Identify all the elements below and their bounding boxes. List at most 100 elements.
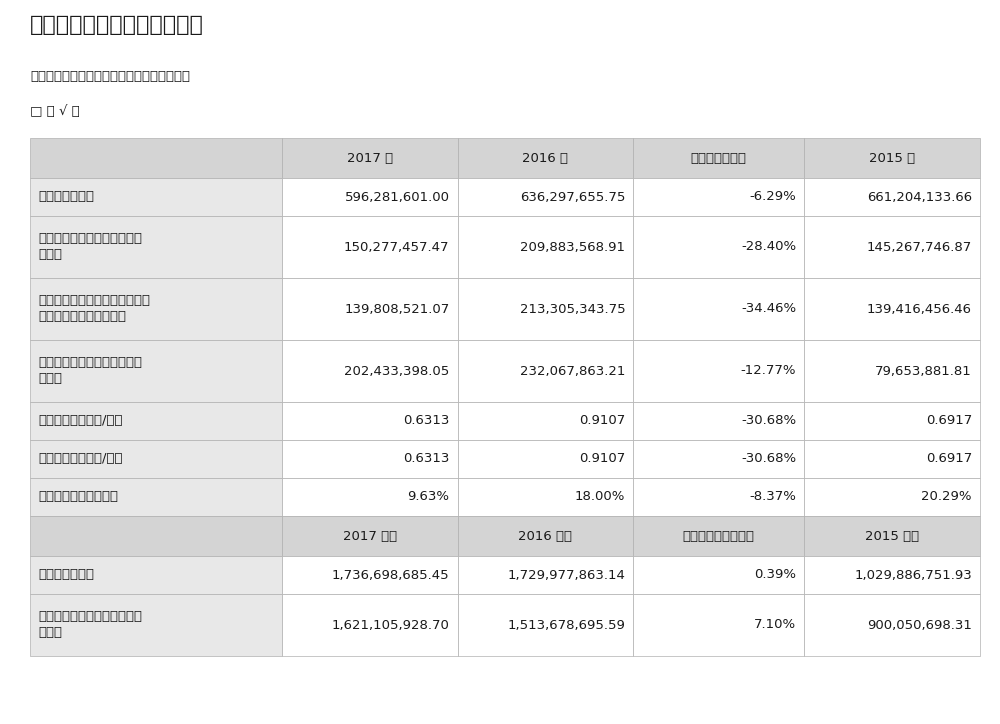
Bar [282,478,458,516]
Text: 9.63%: 9.63% [408,490,450,503]
Text: 1,729,977,863.14: 1,729,977,863.14 [507,568,625,581]
Bar [282,138,458,178]
Text: 661,204,133.66: 661,204,133.66 [867,190,972,203]
Text: 1,621,105,928.70: 1,621,105,928.70 [332,618,450,631]
Bar [458,138,633,178]
Text: 0.9107: 0.9107 [579,415,625,427]
Text: 基本每股收益（元/股）: 基本每股收益（元/股） [38,415,122,427]
Bar [30,556,282,594]
Bar [282,594,458,656]
Bar [633,278,804,340]
Bar [282,402,458,440]
Text: 稀释每股收益（元/股）: 稀释每股收益（元/股） [38,452,122,466]
Text: -30.68%: -30.68% [741,452,796,466]
Bar [458,516,633,556]
Text: 公司是否需追溯调整或重述以前年度会计数据: 公司是否需追溯调整或重述以前年度会计数据 [30,70,190,83]
Bar [804,594,980,656]
Bar [804,440,980,478]
Text: 资产总额（元）: 资产总额（元） [38,568,94,581]
Bar [633,216,804,278]
Bar [458,556,633,594]
Text: 596,281,601.00: 596,281,601.00 [344,190,450,203]
Bar [458,402,633,440]
Bar [458,216,633,278]
Text: 2016 年末: 2016 年末 [518,529,572,542]
Bar [633,478,804,516]
Bar [804,178,980,216]
Text: 0.39%: 0.39% [754,568,796,581]
Text: 20.29%: 20.29% [922,490,972,503]
Bar [30,440,282,478]
Bar [804,556,980,594]
Text: 本年比上年增减: 本年比上年增减 [691,151,747,164]
Text: 经营活动产生的现金流量净额
（元）: 经营活动产生的现金流量净额 （元） [38,356,142,385]
Text: -30.68%: -30.68% [741,415,796,427]
Text: 归属于上市公司股东的净资产
（元）: 归属于上市公司股东的净资产 （元） [38,610,142,639]
Bar [282,440,458,478]
Bar [458,178,633,216]
Text: 18.00%: 18.00% [575,490,625,503]
Text: -6.29%: -6.29% [750,190,796,203]
Text: 0.6313: 0.6313 [403,415,450,427]
Bar [804,216,980,278]
Bar [458,340,633,402]
Text: 636,297,655.75: 636,297,655.75 [520,190,625,203]
Bar [458,440,633,478]
Bar [30,478,282,516]
Bar [282,278,458,340]
Text: 2017 年末: 2017 年末 [343,529,397,542]
Bar [282,340,458,402]
Bar [633,138,804,178]
Text: 0.6917: 0.6917 [926,452,972,466]
Bar [282,216,458,278]
Text: 139,416,456.46: 139,416,456.46 [867,303,972,316]
Text: -12.77%: -12.77% [741,364,796,377]
Bar [30,138,282,178]
Bar [804,138,980,178]
Text: 150,277,457.47: 150,277,457.47 [344,240,450,253]
Bar [633,516,804,556]
Bar [30,594,282,656]
Text: 2016 年: 2016 年 [522,151,568,164]
Text: 加权平均净资产收益率: 加权平均净资产收益率 [38,490,118,503]
Bar [30,340,282,402]
Text: -34.46%: -34.46% [741,303,796,316]
Bar [282,516,458,556]
Text: 1,029,886,751.93: 1,029,886,751.93 [854,568,972,581]
Bar [633,556,804,594]
Text: 1,736,698,685.45: 1,736,698,685.45 [332,568,450,581]
Text: 900,050,698.31: 900,050,698.31 [867,618,972,631]
Text: 213,305,343.75: 213,305,343.75 [520,303,625,316]
Bar [30,516,282,556]
Bar [282,556,458,594]
Text: 2015 年: 2015 年 [869,151,915,164]
Text: 2017 年: 2017 年 [347,151,393,164]
Bar [633,178,804,216]
Bar [30,178,282,216]
Bar [804,402,980,440]
Bar [30,216,282,278]
Bar [804,340,980,402]
Text: -8.37%: -8.37% [749,490,796,503]
Bar [458,594,633,656]
Text: 0.6313: 0.6313 [403,452,450,466]
Text: 归属于上市公司股东的扣除非经
常性损益的净利润（元）: 归属于上市公司股东的扣除非经 常性损益的净利润（元） [38,295,150,324]
Text: 0.6917: 0.6917 [926,415,972,427]
Text: 0.9107: 0.9107 [579,452,625,466]
Bar [633,402,804,440]
Text: 232,067,863.21: 232,067,863.21 [520,364,625,377]
Bar [30,278,282,340]
Bar [633,340,804,402]
Bar [458,478,633,516]
Bar [282,178,458,216]
Text: 归属于上市公司股东的净利润
（元）: 归属于上市公司股东的净利润 （元） [38,232,142,261]
Bar [804,278,980,340]
Text: 139,808,521.07: 139,808,521.07 [344,303,450,316]
Text: 五、主要会计数据和财务指标: 五、主要会计数据和财务指标 [30,15,204,35]
Text: 本年末比上年末增减: 本年末比上年末增减 [683,529,755,542]
Bar [30,402,282,440]
Text: 145,267,746.87: 145,267,746.87 [867,240,972,253]
Bar [633,440,804,478]
Text: 2015 年末: 2015 年末 [865,529,919,542]
Text: 1,513,678,695.59: 1,513,678,695.59 [507,618,625,631]
